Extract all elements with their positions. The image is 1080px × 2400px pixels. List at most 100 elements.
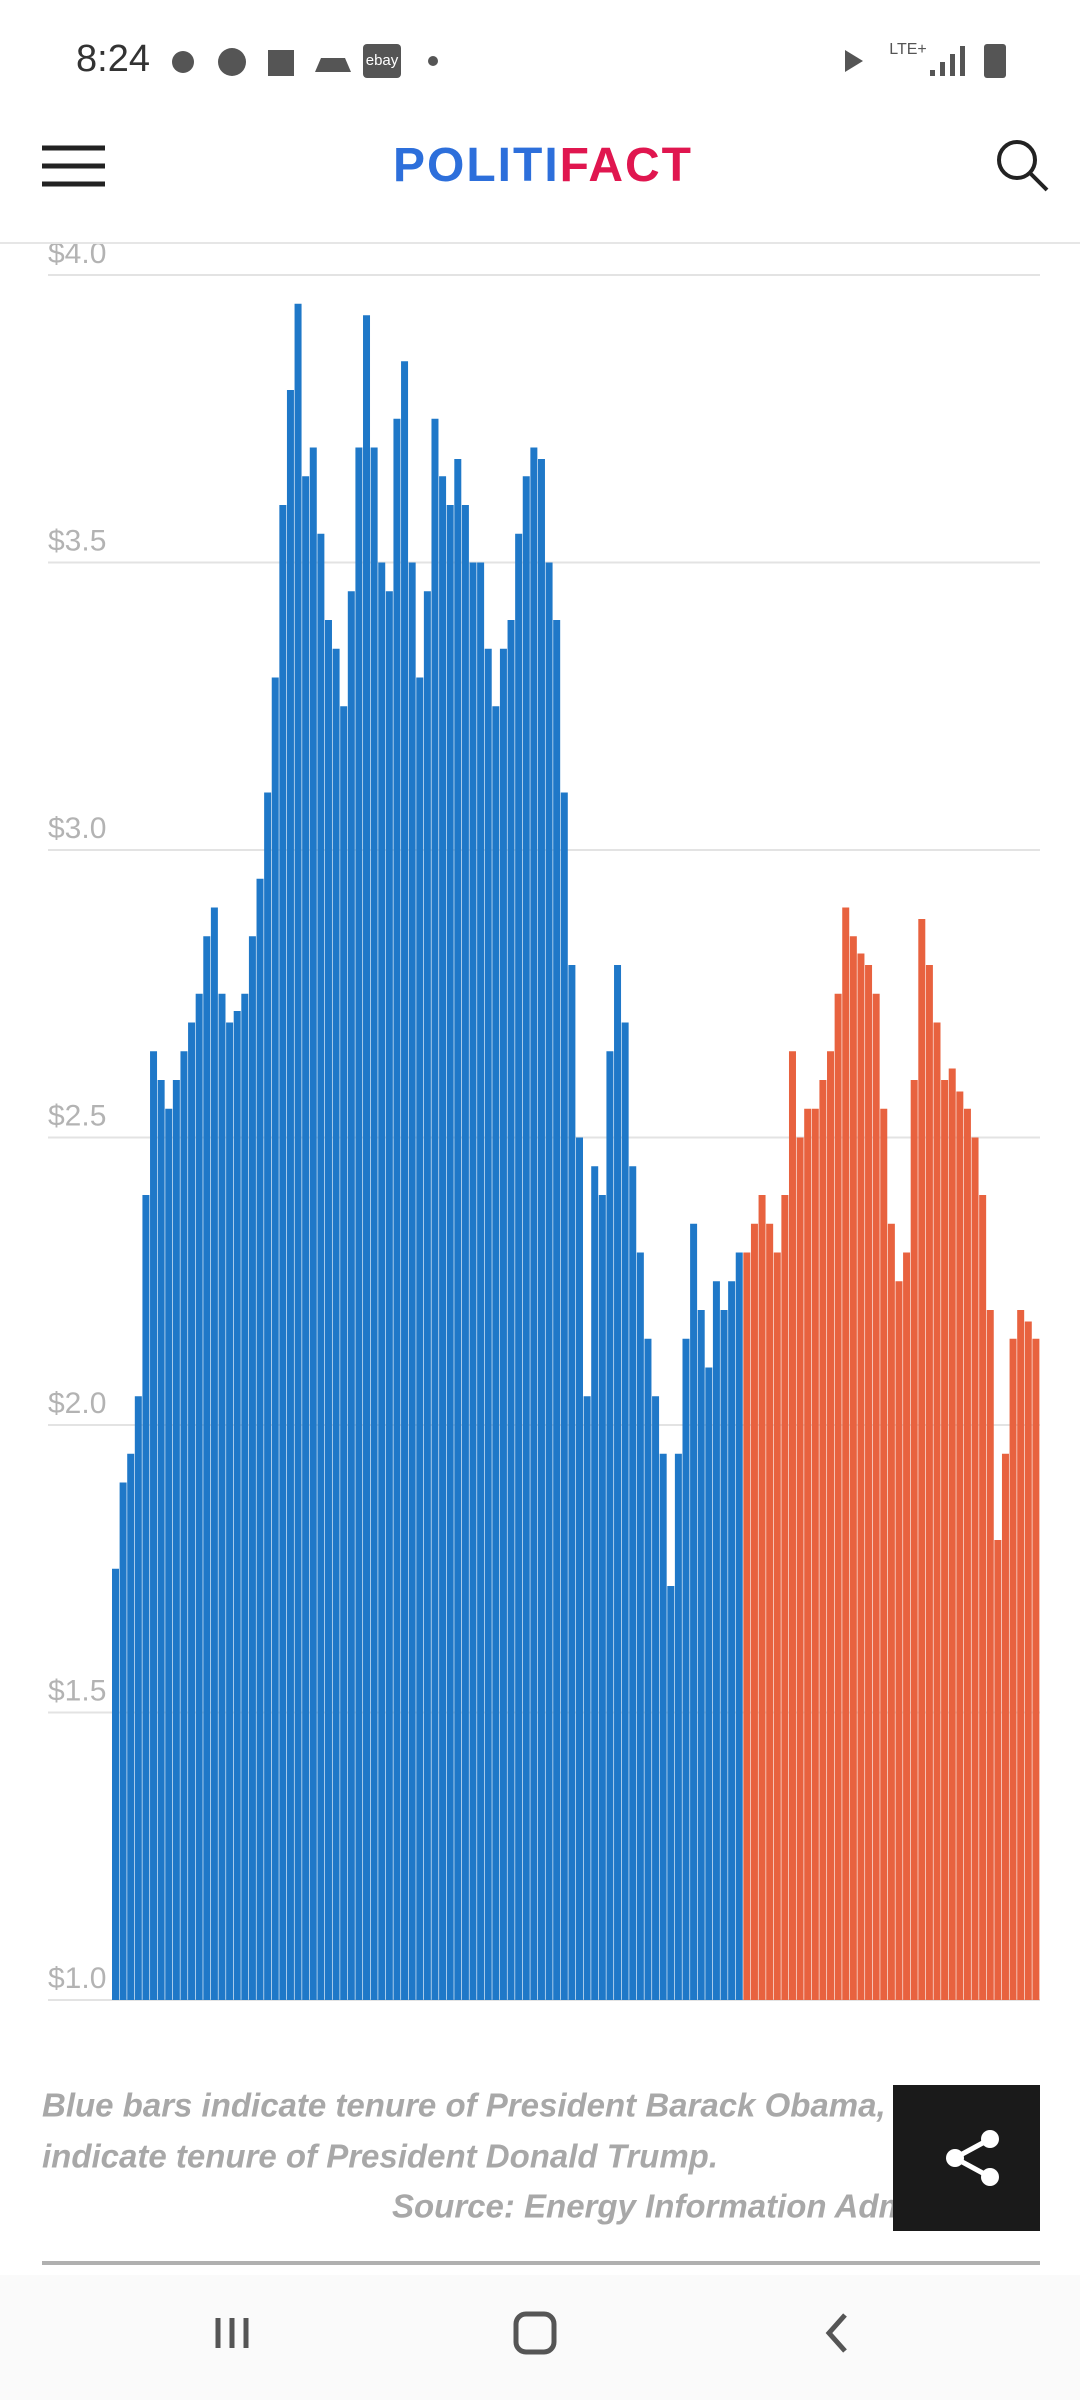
- y-tick-label: $1.0: [48, 1962, 106, 1995]
- logo[interactable]: POLITIFACT: [393, 139, 693, 192]
- bar: [454, 459, 462, 2000]
- bar: [499, 648, 507, 2000]
- bar: [431, 418, 439, 2000]
- nav-bar: [0, 2275, 1080, 2400]
- status-time: 8:24: [76, 38, 150, 80]
- bar: [226, 1022, 234, 2000]
- bar: [1024, 1321, 1032, 2000]
- bar: [690, 1223, 698, 2000]
- bar: [203, 936, 211, 2000]
- bar: [195, 993, 203, 2000]
- bar: [621, 1022, 629, 2000]
- search-button[interactable]: [997, 140, 1049, 192]
- bar: [705, 1367, 713, 2000]
- y-tick-label: $3.5: [48, 524, 106, 557]
- nav-back[interactable]: [825, 2313, 847, 2353]
- bar: [674, 1453, 682, 2000]
- bar: [606, 1051, 614, 2000]
- ebay-icon: ebay: [366, 52, 399, 69]
- share-button[interactable]: [893, 2085, 1040, 2231]
- logo-left: POLITI: [393, 139, 560, 192]
- bar: [842, 907, 850, 2000]
- bar: [370, 447, 378, 2000]
- bar: [119, 1482, 127, 2000]
- network-type: LTE+: [889, 41, 927, 58]
- y-tick-label: $3.0: [48, 812, 106, 845]
- bar: [530, 447, 538, 2000]
- bar: [150, 1051, 158, 2000]
- bar: [925, 965, 933, 2000]
- bar: [157, 1080, 165, 2000]
- bar: [1017, 1310, 1025, 2000]
- bar: [834, 993, 842, 2000]
- bar: [918, 919, 926, 2000]
- bar: [796, 1137, 804, 2000]
- bar: [340, 706, 348, 2000]
- bar: [720, 1310, 728, 2000]
- bar: [522, 476, 530, 2000]
- bar: [302, 476, 310, 2000]
- bar: [286, 390, 294, 2000]
- bar: [515, 533, 523, 2000]
- bar: [439, 476, 447, 2000]
- bar: [271, 677, 279, 2000]
- caption-source: Source: Energy Information Admi: [392, 2188, 918, 2225]
- bar: [591, 1166, 599, 2000]
- caption-line: indicate tenure of President Donald Trum…: [42, 2138, 718, 2175]
- bar: [781, 1195, 789, 2000]
- caption-line: Blue bars indicate tenure of President B…: [42, 2087, 926, 2124]
- bar: [819, 1080, 827, 2000]
- bar: [545, 562, 553, 2000]
- bar: [401, 361, 409, 2000]
- bar: [743, 1252, 751, 2000]
- bar: [614, 965, 622, 2000]
- bar: [484, 648, 492, 2000]
- nav-home[interactable]: [513, 2311, 557, 2355]
- nav-recent[interactable]: [215, 2318, 249, 2348]
- bar: [233, 1011, 241, 2000]
- bar: [948, 1068, 956, 2000]
- bar: [568, 965, 576, 2000]
- bar: [849, 936, 857, 2000]
- bar: [408, 562, 416, 2000]
- bar: [142, 1195, 150, 2000]
- bar: [895, 1281, 903, 2000]
- bar: [910, 1080, 918, 2000]
- bar: [537, 459, 545, 2000]
- bar: [264, 792, 272, 2000]
- bar: [309, 447, 317, 2000]
- bar: [629, 1166, 637, 2000]
- bar: [659, 1453, 667, 2000]
- bar: [218, 993, 226, 2000]
- bar: [1032, 1338, 1040, 2000]
- bar: [880, 1108, 888, 2000]
- bar: [324, 620, 332, 2000]
- bar: [172, 1080, 180, 2000]
- menu-button[interactable]: [42, 145, 105, 187]
- bar: [933, 1022, 941, 2000]
- bar: [1009, 1338, 1017, 2000]
- bar: [956, 1091, 964, 2000]
- bar: [712, 1281, 720, 2000]
- bar: [446, 505, 454, 2000]
- bar: [385, 591, 393, 2000]
- bar: [241, 993, 249, 2000]
- bar: [766, 1223, 774, 2000]
- y-tick-label: $1.5: [48, 1674, 106, 1707]
- bar: [210, 907, 218, 2000]
- bar: [294, 303, 302, 2000]
- bar: [971, 1137, 979, 2000]
- bar: [477, 562, 485, 2000]
- bar: [469, 562, 477, 2000]
- y-tick-label: $2.0: [48, 1387, 106, 1420]
- bar: [423, 591, 431, 2000]
- bar: [165, 1108, 173, 2000]
- bar: [667, 1586, 675, 2000]
- bar: [758, 1195, 766, 2000]
- bar: [750, 1223, 758, 2000]
- header-bg: [0, 0, 1080, 243]
- bar: [986, 1310, 994, 2000]
- bar: [735, 1252, 743, 2000]
- bar: [378, 562, 386, 2000]
- bar: [317, 533, 325, 2000]
